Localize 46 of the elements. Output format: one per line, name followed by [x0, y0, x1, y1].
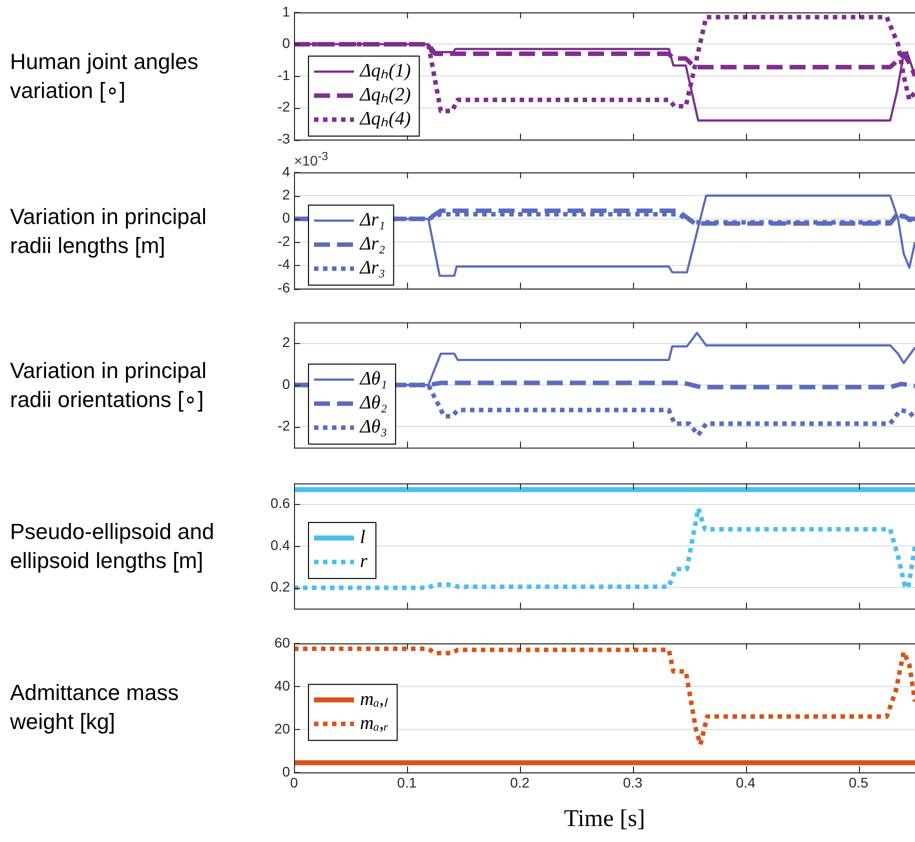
y-tick-label: -3 [278, 130, 290, 146]
x-axis-title: Time [s] [564, 806, 646, 832]
x-tick-label: 0.4 [736, 774, 756, 791]
y-tick-label: 2 [282, 186, 290, 202]
legend-label: r [360, 551, 368, 572]
text: ×10$^{-3}$ [294, 150, 328, 169]
y-axis-title: Variation in principal radii lengths [m] [10, 202, 206, 260]
y-axis-title: Admittance mass weight [kg] [10, 678, 179, 736]
legend-label: l [360, 527, 366, 548]
legend-label: Δqₕ(1) [359, 60, 411, 82]
legend-label: Δr₁ [359, 210, 386, 231]
legend-label: Δr₂ [359, 234, 386, 255]
y-tick-label: 40 [274, 677, 290, 694]
y-tick-label: -2 [278, 232, 290, 249]
y-tick-label: 0 [282, 376, 290, 392]
y-tick-label: -4 [278, 256, 290, 272]
y-tick-label: 4 [282, 163, 290, 180]
legend-label: mₐ,ₗ [360, 688, 388, 710]
y-tick-label: 20 [274, 720, 290, 736]
y-tick-label: 0.4 [270, 536, 290, 553]
x-tick-label: 0.5 [848, 774, 868, 791]
y-axis-title: Pseudo-ellipsoid and ellipsoid lengths [m] [10, 518, 214, 575]
x-tick-label: 0.2 [510, 774, 530, 791]
legend-label: Δθ₂ [359, 392, 388, 414]
y-axis-title: Variation in principal radii orientations [∘] [10, 357, 206, 414]
legend-label: Δθ₃ [359, 416, 388, 438]
legend-label: Δqₕ(2) [359, 84, 411, 106]
legend-label: Δqₕ(4) [359, 108, 411, 130]
y-tick-label: 0 [282, 763, 290, 780]
y-tick-label: 0.6 [270, 495, 290, 512]
y-tick-label: -1 [278, 66, 290, 83]
y-axis-title: Human joint angles variation [∘] [10, 48, 198, 105]
y-tick-label: 2 [282, 334, 290, 350]
y-tick-label: 0 [282, 35, 290, 52]
legend-label: Δr₃ [359, 258, 386, 279]
x-tick-label: 0.3 [622, 774, 643, 791]
legend-label: mₐ,ᵣ [360, 712, 389, 734]
legend-label: Δθ₁ [359, 368, 388, 390]
y-tick-label: 1 [282, 3, 290, 20]
x-tick-label: 0.1 [397, 774, 417, 791]
y-tick-label: -2 [278, 418, 290, 434]
y-tick-label: 0 [282, 210, 290, 226]
y-tick-label: 0.2 [270, 578, 290, 595]
y-tick-label: 60 [274, 634, 290, 650]
y-tick-label: -2 [278, 98, 290, 115]
y-tick-label: -6 [278, 279, 290, 296]
